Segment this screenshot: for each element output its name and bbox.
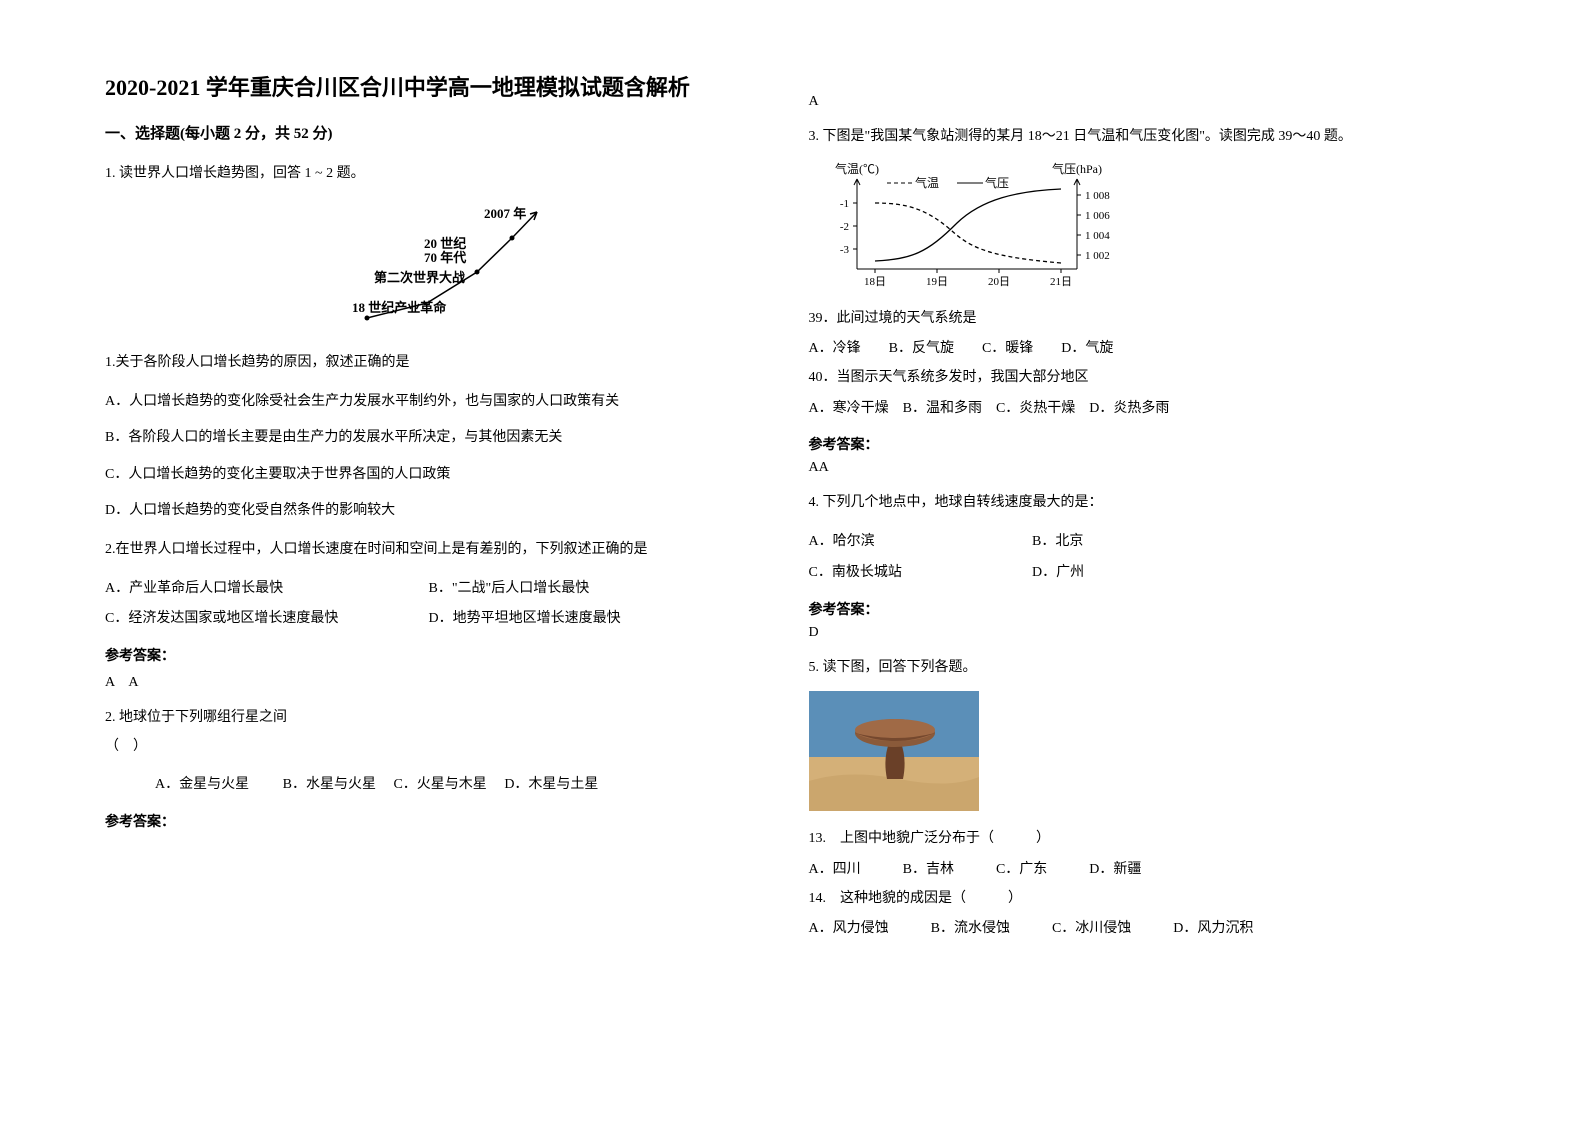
q1-sub2-D: D．地势平坦地区增长速度最快 bbox=[429, 604, 621, 635]
q3-sub39-opts: A．冷锋 B．反气旋 C．暖锋 D．气旋 bbox=[809, 334, 1483, 365]
q1-answer: A A bbox=[105, 671, 779, 691]
q3-sub39-stem: 39．此间过境的天气系统是 bbox=[809, 306, 1483, 333]
q4-A: A．哈尔滨 bbox=[809, 527, 1029, 558]
q2-B: B．水星与火星 bbox=[283, 770, 376, 801]
q1-sub2-opts-row2: C．经济发达国家或地区增长速度最快 D．地势平坦地区增长速度最快 bbox=[105, 604, 779, 635]
q4-D: D．广州 bbox=[1032, 558, 1084, 589]
q4-B: B．北京 bbox=[1032, 527, 1083, 558]
question-1: 1. 读世界人口增长趋势图，回答 1 ~ 2 题。 18 世纪产业革命 第二次世界… bbox=[105, 161, 779, 691]
q1-sub1-stem: 1.关于各阶段人口增长趋势的原因，叙述正确的是 bbox=[105, 350, 779, 377]
q5-sub13-opts: A．四川 B．吉林 C．广东 D．新疆 bbox=[809, 855, 1483, 886]
q3-sub40-stem: 40．当图示天气系统多发时，我国大部分地区 bbox=[809, 365, 1483, 392]
svg-text:气压(hPa): 气压(hPa) bbox=[1052, 161, 1102, 176]
q1-sub1-B: B．各阶段人口的增长主要是由生产力的发展水平所决定，与其他因素无关 bbox=[105, 422, 779, 454]
svg-text:-2: -2 bbox=[839, 221, 848, 233]
svg-text:1 002: 1 002 bbox=[1085, 250, 1110, 262]
q3-answer: AA bbox=[809, 460, 1483, 476]
q4-C: C．南极长城站 bbox=[809, 558, 1029, 589]
svg-text:70 年代: 70 年代 bbox=[424, 250, 466, 265]
q2-stem1: 2. 地球位于下列哪组行星之间 bbox=[105, 705, 779, 732]
q4-row2: C．南极长城站 D．广州 bbox=[809, 558, 1483, 589]
svg-text:21日: 21日 bbox=[1050, 276, 1072, 288]
q3-chart: -1 -2 -3 1 008 1 006 1 004 1 002 18日 19日 20日 21日 气温… bbox=[817, 161, 1483, 296]
svg-text:19日: 19日 bbox=[926, 276, 948, 288]
q1-chart: 18 世纪产业革命 第二次世界大战 20 世纪70 年代 2007 年 bbox=[105, 200, 779, 330]
q1-sub2-A: A．产业革命后人口增长最快 bbox=[105, 574, 425, 605]
q1-sub2-stem: 2.在世界人口增长过程中，人口增长速度在时间和空间上是有差别的，下列叙述正确的是 bbox=[105, 537, 779, 564]
left-column: 2020-2021 学年重庆合川区合川中学高一地理模拟试题含解析 一、选择题(每… bbox=[90, 70, 794, 1082]
mushroom-rock-photo bbox=[809, 691, 979, 811]
q1-sub2-opts-row1: A．产业革命后人口增长最快 B．"二战"后人口增长最快 bbox=[105, 574, 779, 605]
q2-answer: A bbox=[809, 94, 1483, 110]
question-3: 3. 下图是"我国某气象站测得的某月 18～21 日气温和气压变化图"。读图完成… bbox=[809, 124, 1483, 476]
svg-text:-1: -1 bbox=[839, 198, 848, 210]
question-2: 2. 地球位于下列哪组行星之间 （ ） A．金星与火星 B．水星与火星 C．火星… bbox=[105, 705, 779, 831]
right-column: A 3. 下图是"我国某气象站测得的某月 18～21 日气温和气压变化图"。读图… bbox=[794, 70, 1498, 1082]
section-header: 一、选择题(每小题 2 分，共 52 分) bbox=[105, 122, 779, 143]
q1-sub2-C: C．经济发达国家或地区增长速度最快 bbox=[105, 604, 425, 635]
svg-text:气压: 气压 bbox=[985, 175, 1009, 190]
svg-text:气温: 气温 bbox=[915, 175, 939, 190]
q5-photo bbox=[809, 691, 1483, 816]
svg-text:第二次世界大战: 第二次世界大战 bbox=[374, 270, 465, 285]
population-trend-chart: 18 世纪产业革命 第二次世界大战 20 世纪70 年代 2007 年 bbox=[312, 200, 572, 330]
q1-stem: 1. 读世界人口增长趋势图，回答 1 ~ 2 题。 bbox=[105, 161, 779, 188]
q4-stem: 4. 下列几个地点中，地球自转线速度最大的是： bbox=[809, 490, 1483, 517]
svg-text:1 004: 1 004 bbox=[1085, 230, 1110, 242]
q1-sub1-A: A．人口增长趋势的变化除受社会生产力发展水平制约外，也与国家的人口政策有关 bbox=[105, 386, 779, 418]
page-title: 2020-2021 学年重庆合川区合川中学高一地理模拟试题含解析 bbox=[105, 70, 779, 102]
q2-stem2: （ ） bbox=[105, 734, 779, 761]
q5-sub14-opts: A．风力侵蚀 B．流水侵蚀 C．冰川侵蚀 D．风力沉积 bbox=[809, 914, 1483, 945]
svg-text:2007 年: 2007 年 bbox=[484, 206, 526, 221]
q1-answer-label: 参考答案： bbox=[105, 645, 779, 665]
q1-sub2-B: B．"二战"后人口增长最快 bbox=[429, 574, 590, 605]
svg-text:20日: 20日 bbox=[988, 276, 1010, 288]
q5-sub13-stem: 13. 上图中地貌广泛分布于（ ） bbox=[809, 826, 1483, 853]
svg-text:1 006: 1 006 bbox=[1085, 210, 1110, 222]
svg-text:气温(℃): 气温(℃) bbox=[835, 161, 879, 176]
q2-answer-label: 参考答案： bbox=[105, 811, 779, 831]
svg-text:18 世纪产业革命: 18 世纪产业革命 bbox=[352, 300, 447, 315]
q5-stem: 5. 读下图，回答下列各题。 bbox=[809, 655, 1483, 682]
q1-sub1-D: D．人口增长趋势的变化受自然条件的影响较大 bbox=[105, 495, 779, 527]
temperature-pressure-chart: -1 -2 -3 1 008 1 006 1 004 1 002 18日 19日 20日 21日 气温… bbox=[817, 161, 1127, 291]
q4-answer-label: 参考答案： bbox=[809, 599, 1483, 619]
question-5: 5. 读下图，回答下列各题。 13. 上图中地貌广泛分布于（ ） A．四川 B．… bbox=[809, 655, 1483, 945]
q2-C: C．火星与木星 bbox=[393, 770, 486, 801]
svg-text:18日: 18日 bbox=[864, 276, 886, 288]
q4-row1: A．哈尔滨 B．北京 bbox=[809, 527, 1483, 558]
svg-text:20 世纪: 20 世纪 bbox=[424, 236, 466, 251]
q3-sub40-opts: A．寒冷干燥 B．温和多雨 C．炎热干燥 D．炎热多雨 bbox=[809, 394, 1483, 425]
q2-options: A．金星与火星 B．水星与火星 C．火星与木星 D．木星与土星 bbox=[105, 770, 779, 801]
svg-text:1 008: 1 008 bbox=[1085, 190, 1110, 202]
q5-sub14-stem: 14. 这种地貌的成因是（ ） bbox=[809, 886, 1483, 913]
q2-A: A．金星与火星 bbox=[155, 770, 249, 801]
svg-text:-3: -3 bbox=[839, 244, 849, 256]
q3-answer-label: 参考答案： bbox=[809, 434, 1483, 454]
q2-D: D．木星与土星 bbox=[504, 770, 598, 801]
q1-sub1-C: C．人口增长趋势的变化主要取决于世界各国的人口政策 bbox=[105, 459, 779, 491]
q4-answer: D bbox=[809, 625, 1483, 641]
question-4: 4. 下列几个地点中，地球自转线速度最大的是： A．哈尔滨 B．北京 C．南极长… bbox=[809, 490, 1483, 640]
q3-stem: 3. 下图是"我国某气象站测得的某月 18～21 日气温和气压变化图"。读图完成… bbox=[809, 124, 1483, 151]
